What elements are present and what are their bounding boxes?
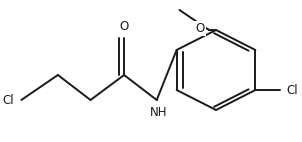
Text: O: O: [120, 20, 129, 33]
Text: Cl: Cl: [286, 83, 298, 97]
Text: NH: NH: [149, 106, 167, 119]
Text: O: O: [195, 22, 205, 35]
Text: Cl: Cl: [2, 93, 14, 106]
